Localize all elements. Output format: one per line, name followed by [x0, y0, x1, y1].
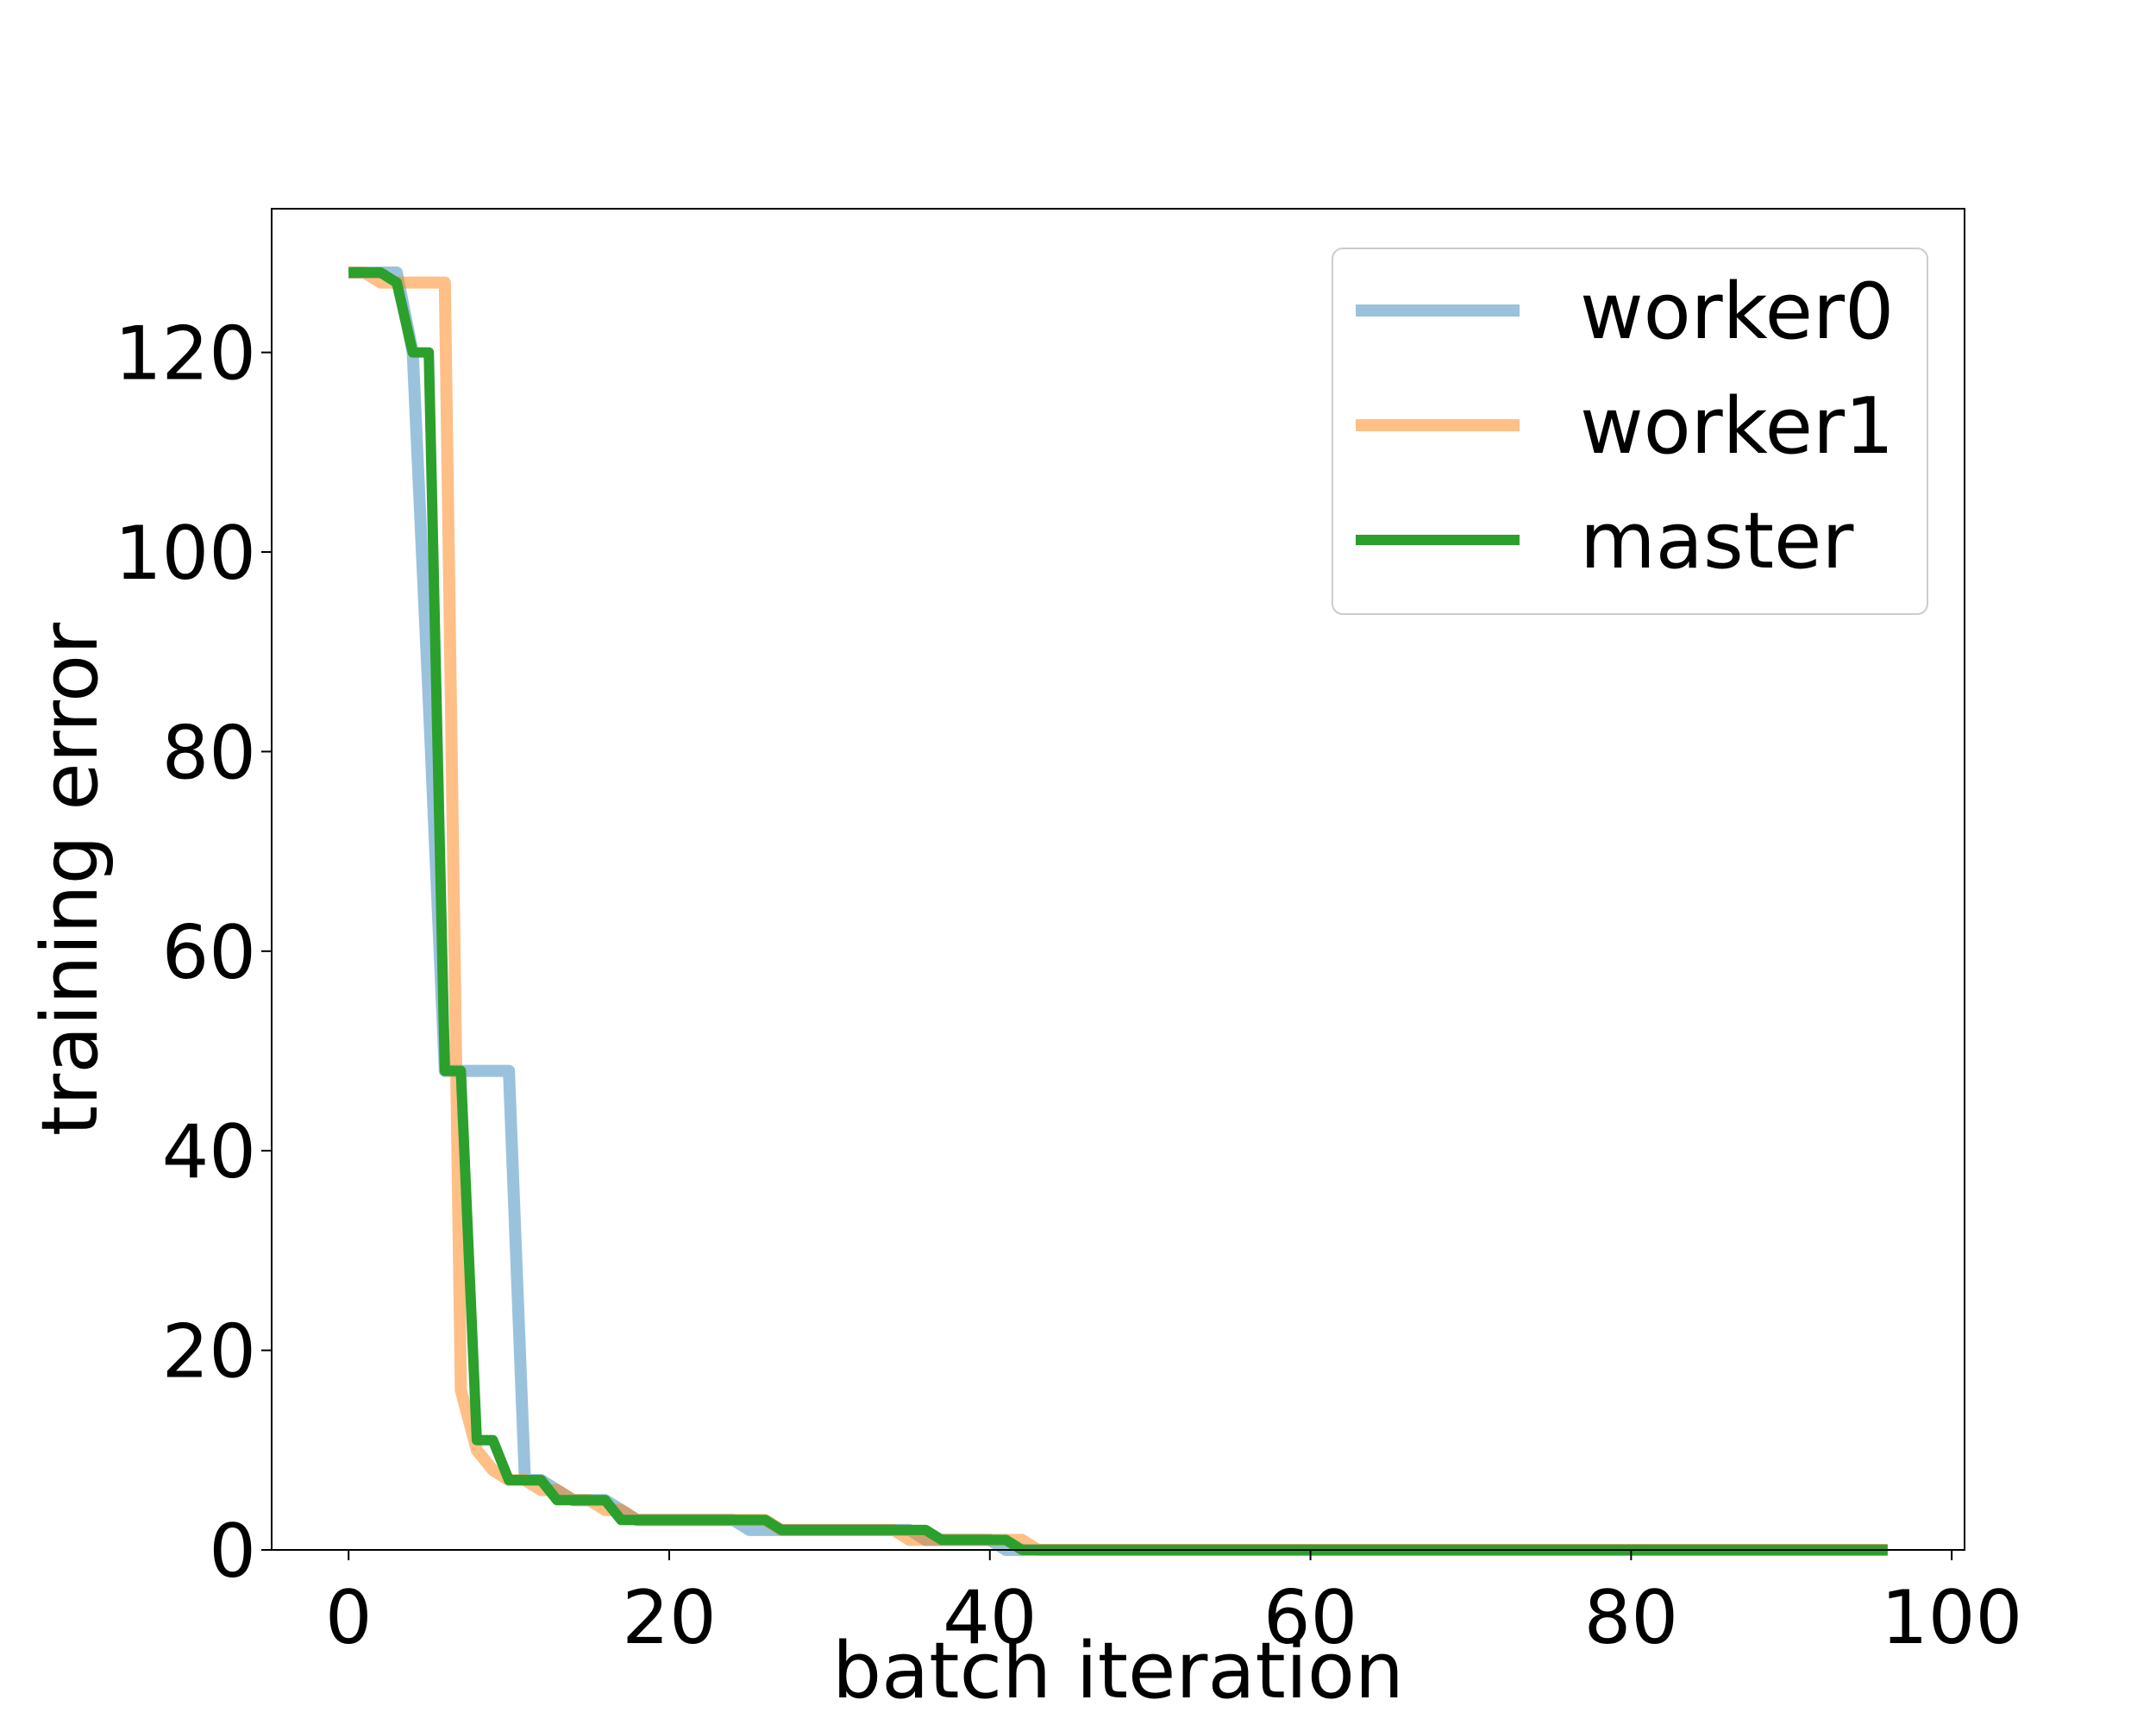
legend-label-master: master: [1580, 496, 1853, 586]
x-tick-label: 80: [1584, 1575, 1678, 1661]
x-axis-title: batch iteration: [832, 1626, 1404, 1716]
legend: worker0 worker1 master: [1332, 248, 1928, 615]
y-tick-label: 120: [115, 311, 256, 398]
plot-frame: [271, 208, 1965, 1551]
x-tick-label: 0: [325, 1575, 373, 1661]
legend-label-worker0: worker0: [1580, 267, 1894, 357]
y-tick-label: 0: [209, 1509, 256, 1595]
series-line-master: [348, 267, 1888, 1555]
legend-label-worker1: worker1: [1580, 381, 1894, 472]
y-tick-label: 100: [115, 511, 256, 597]
y-tick-label: 60: [162, 910, 256, 996]
x-tick-label: 100: [1881, 1575, 2022, 1661]
y-axis: 0 20 40 60 80 100 120: [115, 311, 272, 1595]
y-tick-label: 80: [162, 710, 256, 796]
x-tick-label: 20: [622, 1575, 716, 1661]
y-tick-label: 20: [162, 1309, 256, 1396]
series-layer: [348, 267, 1888, 1556]
x-tick-label: 40: [943, 1575, 1037, 1661]
y-tick-label: 40: [162, 1109, 256, 1195]
legend-box: [1332, 248, 1928, 615]
x-axis: 0 20 40 60 80 100: [325, 1550, 2022, 1661]
y-axis-title: training error: [25, 623, 116, 1136]
x-tick-label: 60: [1263, 1575, 1357, 1661]
